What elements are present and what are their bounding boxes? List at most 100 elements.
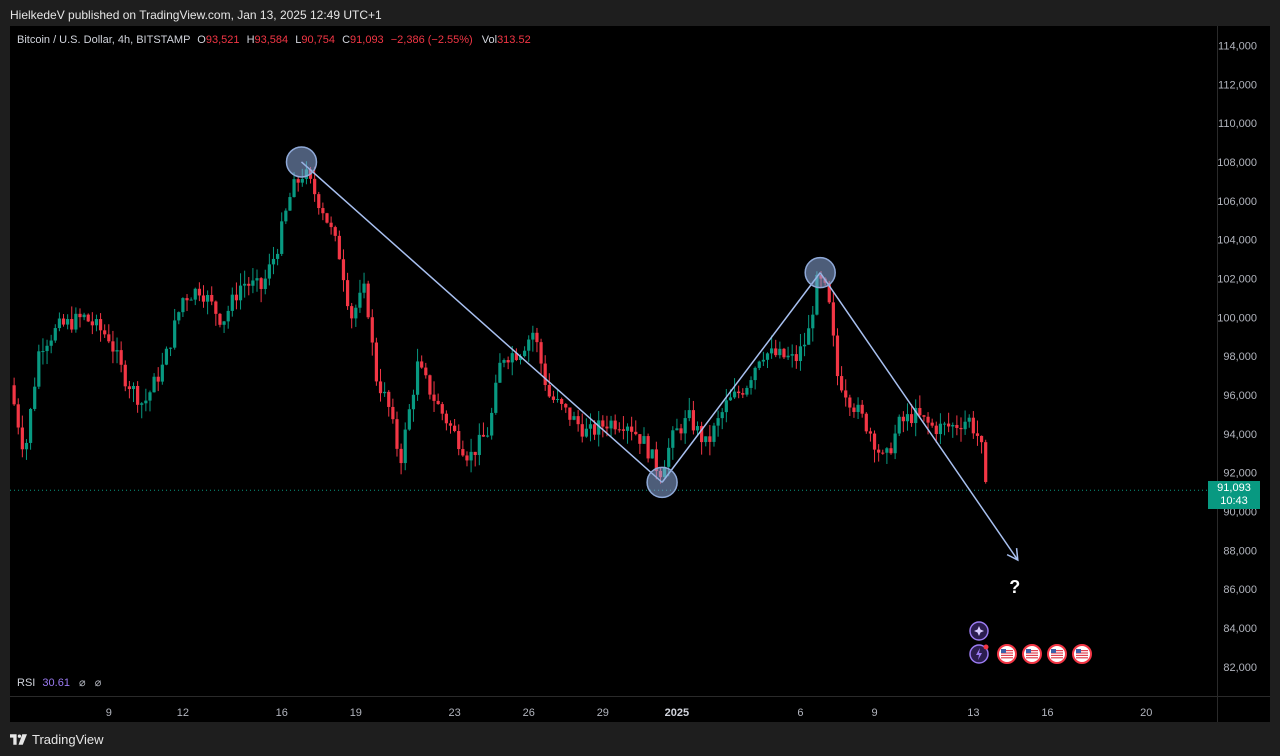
candle[interactable] (444, 410, 448, 431)
candle[interactable] (840, 366, 844, 393)
candle[interactable] (94, 314, 99, 332)
candle[interactable] (864, 412, 868, 434)
candle[interactable] (695, 421, 700, 436)
candle[interactable] (745, 385, 749, 397)
candle[interactable] (428, 374, 432, 400)
candle[interactable] (415, 348, 420, 401)
candle[interactable] (24, 439, 29, 460)
candle[interactable] (848, 394, 852, 416)
candle[interactable] (510, 345, 514, 376)
pivot-marker-circle[interactable] (646, 466, 678, 499)
candle[interactable] (313, 166, 317, 202)
candle[interactable] (473, 451, 477, 467)
candle[interactable] (20, 415, 24, 458)
candle[interactable] (732, 378, 737, 399)
candle[interactable] (737, 385, 741, 399)
candle[interactable] (625, 423, 630, 444)
candle[interactable] (531, 325, 535, 352)
candle[interactable] (197, 282, 201, 302)
candle[interactable] (255, 269, 259, 292)
candle[interactable] (407, 404, 411, 431)
candle[interactable] (621, 416, 626, 440)
candle[interactable] (724, 388, 728, 423)
candle[interactable] (675, 418, 679, 431)
candle[interactable] (872, 430, 877, 463)
candle[interactable] (885, 447, 889, 464)
candle[interactable] (181, 297, 185, 317)
candle[interactable] (979, 435, 984, 454)
candle[interactable] (514, 348, 518, 362)
candle[interactable] (934, 421, 938, 443)
candle[interactable] (284, 208, 288, 225)
candle[interactable] (267, 253, 271, 286)
candle[interactable] (45, 339, 49, 365)
candle[interactable] (580, 413, 584, 443)
candle[interactable] (782, 347, 786, 360)
sparkle-event-icon[interactable] (969, 621, 989, 641)
candle[interactable] (642, 427, 646, 444)
candle[interactable] (457, 424, 461, 456)
symbol-legend[interactable]: Bitcoin / U.S. Dollar, 4h, BITSTAMP O93,… (17, 34, 531, 46)
candle[interactable] (78, 308, 82, 328)
candle[interactable] (951, 422, 955, 438)
candle[interactable] (164, 346, 169, 366)
candle[interactable] (374, 337, 378, 386)
candle[interactable] (485, 427, 490, 438)
candle[interactable] (720, 408, 724, 430)
candle[interactable] (881, 449, 885, 455)
candle[interactable] (757, 360, 761, 371)
candle[interactable] (222, 320, 226, 333)
candle[interactable] (168, 347, 173, 357)
candle[interactable] (37, 344, 41, 390)
trend-line-segment[interactable] (661, 272, 821, 483)
candle[interactable] (321, 202, 325, 221)
candle[interactable] (700, 421, 704, 455)
candle[interactable] (646, 433, 650, 463)
candle[interactable] (448, 420, 453, 434)
candle[interactable] (210, 286, 214, 306)
candle[interactable] (490, 407, 494, 440)
candle[interactable] (811, 306, 815, 342)
candle[interactable] (630, 416, 634, 441)
candle[interactable] (494, 374, 498, 415)
us-flag-event-icon[interactable] (1072, 644, 1092, 664)
candle[interactable] (592, 420, 597, 440)
candle[interactable] (317, 191, 321, 215)
candle[interactable] (708, 425, 712, 456)
candle[interactable] (938, 413, 943, 445)
candle[interactable] (226, 305, 230, 329)
candle[interactable] (403, 422, 407, 471)
candle[interactable] (555, 389, 560, 403)
candle[interactable] (877, 444, 881, 462)
candle[interactable] (798, 333, 803, 371)
candle[interactable] (247, 277, 251, 296)
candle[interactable] (160, 352, 164, 385)
candle[interactable] (131, 382, 136, 403)
lightning-event-icon[interactable] (969, 644, 989, 664)
candle[interactable] (136, 381, 140, 413)
candle[interactable] (638, 433, 642, 454)
candle[interactable] (243, 270, 247, 298)
candle[interactable] (156, 367, 160, 392)
candle[interactable] (527, 335, 531, 362)
candle[interactable] (572, 411, 576, 421)
candle[interactable] (852, 403, 856, 418)
candle[interactable] (370, 309, 374, 356)
candle[interactable] (189, 297, 193, 301)
candle[interactable] (424, 362, 428, 379)
candle[interactable] (86, 313, 90, 323)
candle[interactable] (288, 192, 292, 211)
candle[interactable] (584, 418, 588, 438)
us-flag-event-icon[interactable] (1047, 644, 1067, 664)
trend-line-segment[interactable] (819, 272, 1019, 561)
candle[interactable] (774, 339, 778, 358)
candle[interactable] (140, 402, 144, 419)
candle[interactable] (650, 449, 654, 459)
candle[interactable] (794, 345, 798, 369)
candle[interactable] (432, 381, 436, 412)
candle[interactable] (716, 410, 720, 437)
candle[interactable] (712, 422, 716, 447)
candle[interactable] (251, 268, 255, 294)
candle[interactable] (601, 415, 605, 438)
candle[interactable] (12, 377, 16, 406)
